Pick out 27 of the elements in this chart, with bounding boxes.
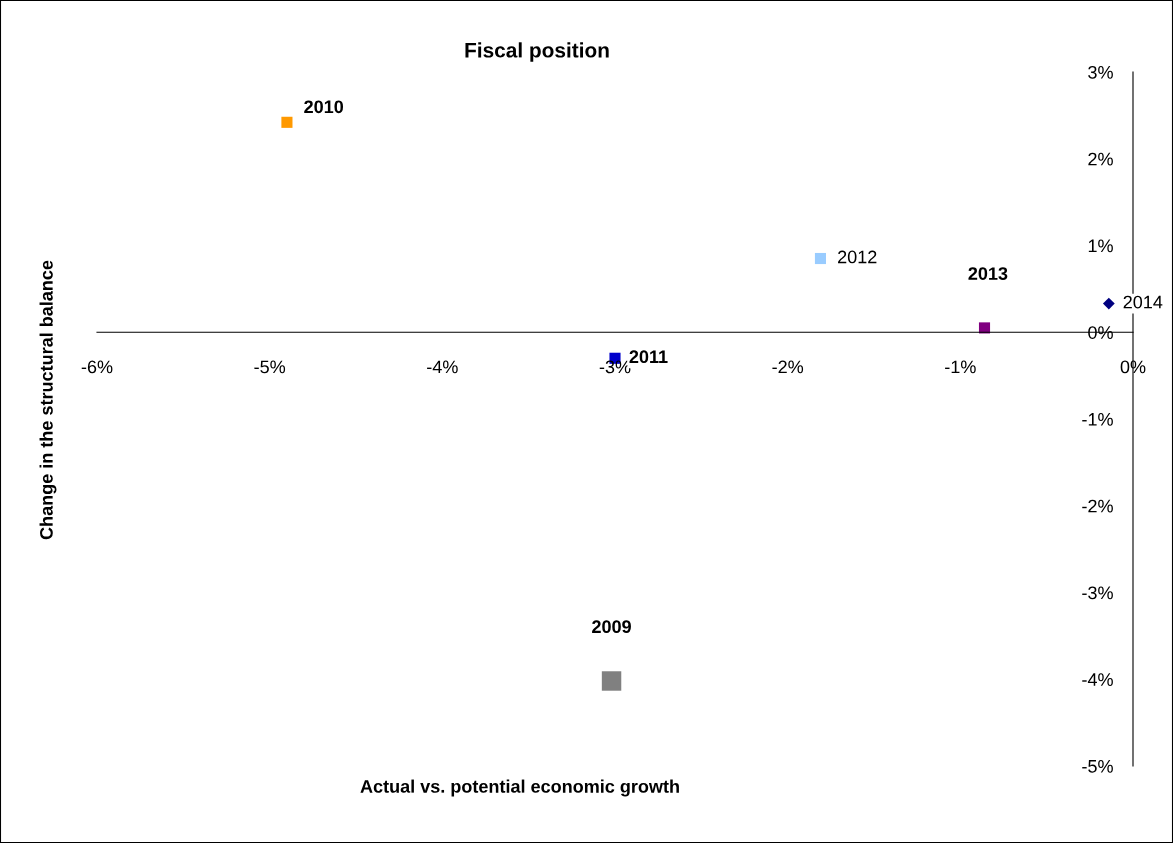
series-label: 2011 xyxy=(629,350,668,364)
x-tick-label: -3% xyxy=(599,360,631,374)
y-tick-label: -1% xyxy=(1082,413,1113,426)
x-tick-label: -6% xyxy=(81,360,113,374)
y-tick-label: 3% xyxy=(1088,65,1113,79)
y-tick-label: -5% xyxy=(1082,760,1113,773)
point xyxy=(281,116,293,128)
series-label: 2010 xyxy=(304,100,344,114)
text: 2013 xyxy=(968,267,1008,281)
text: 2009 xyxy=(592,620,631,634)
chart-title: Fiscal position xyxy=(465,42,609,62)
y-tick-label: 2% xyxy=(1088,152,1113,166)
x-tick-label: -4% xyxy=(427,360,458,374)
y-tick-label: 1% xyxy=(1088,239,1113,253)
series-label: 2014 xyxy=(1123,295,1163,309)
y-tick-label: -2% xyxy=(1082,499,1113,513)
series-label: 2012 xyxy=(838,250,877,264)
y-axis-title: Change in the structural balance xyxy=(39,260,57,540)
point xyxy=(814,252,827,265)
point xyxy=(601,671,622,691)
x-tick-label: -1% xyxy=(945,360,976,374)
x-axis-title: Actual vs. potential economic growth xyxy=(360,779,679,797)
x-tick-label: -5% xyxy=(254,360,286,374)
y-tick-label: -4% xyxy=(1082,673,1113,686)
point xyxy=(1102,297,1115,310)
x-tick-label: -2% xyxy=(772,360,804,374)
y-tick-label: -3% xyxy=(1082,586,1113,600)
